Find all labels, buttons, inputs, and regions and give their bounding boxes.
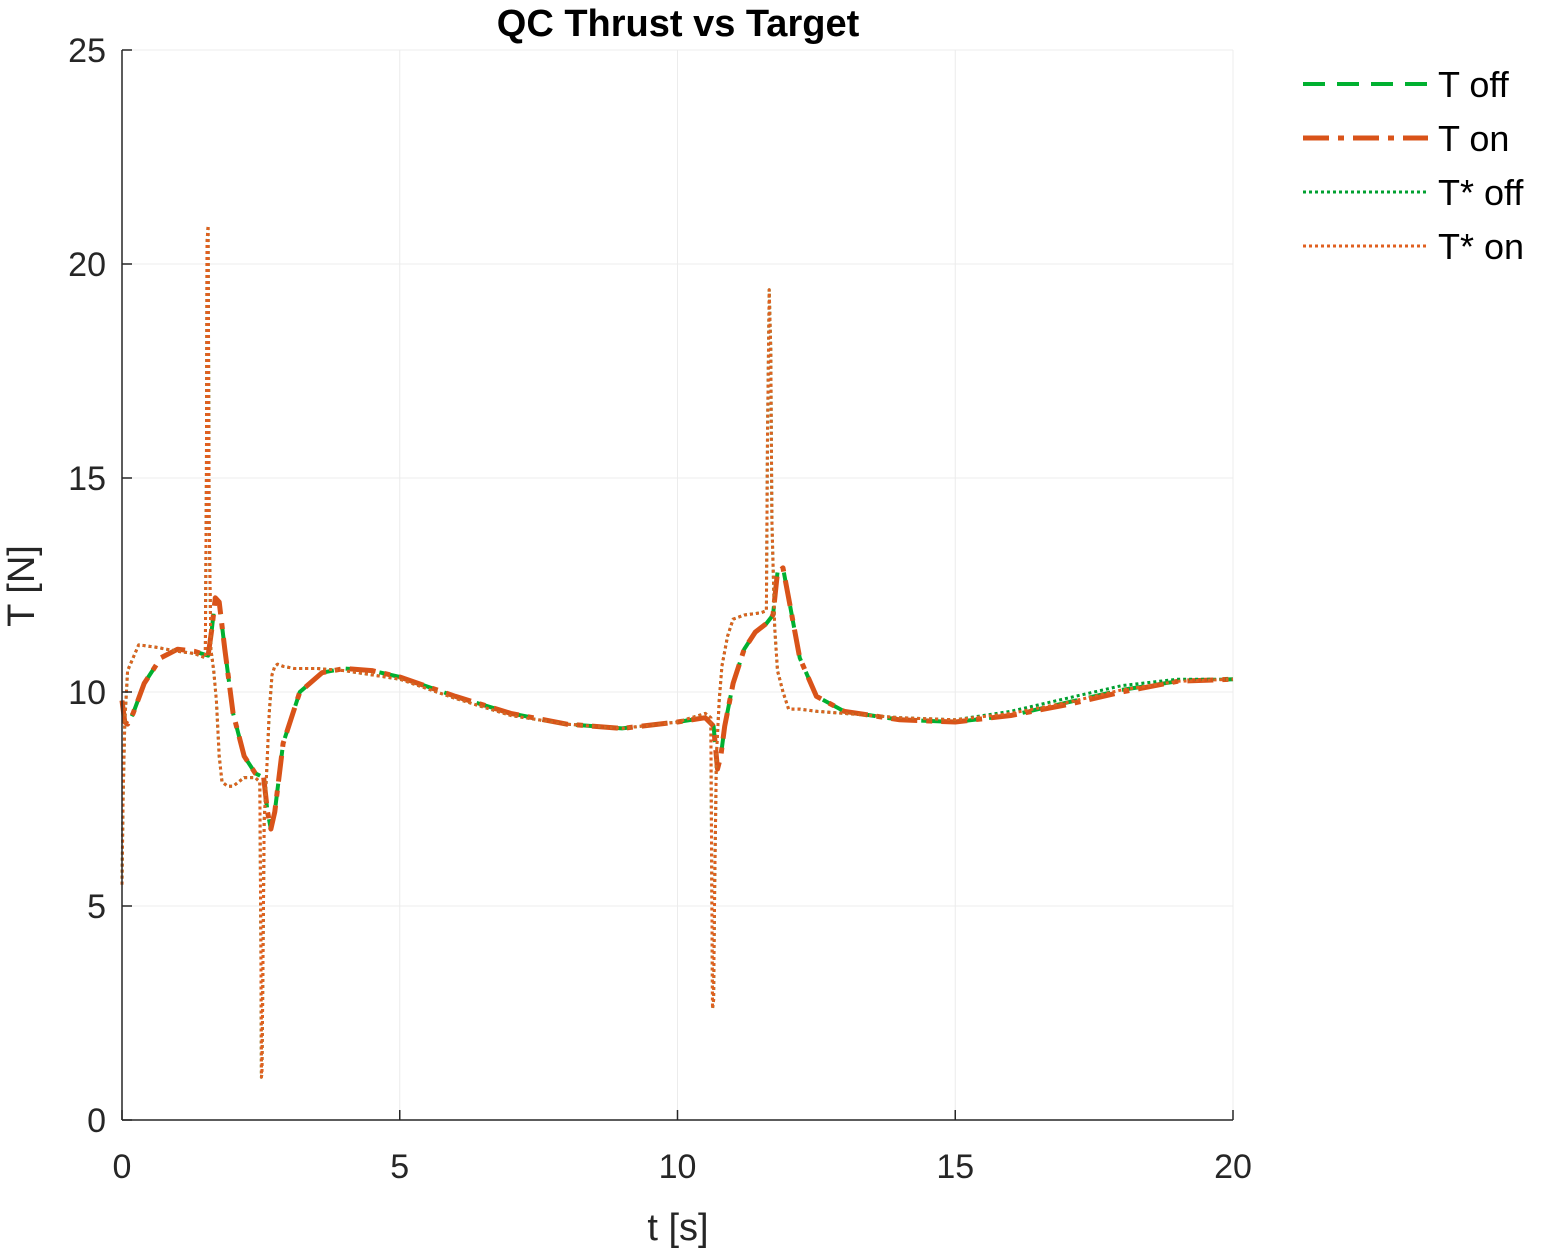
- y-ticks: 0 5 10 15 20 25: [68, 32, 132, 1140]
- legend: T off T on T* off T* on: [1303, 64, 1524, 267]
- legend-label: T on: [1438, 118, 1509, 159]
- x-tick-label: 10: [659, 1148, 697, 1186]
- y-tick-label: 25: [68, 32, 106, 70]
- x-ticks: 0 5 10 15 20: [113, 1110, 1252, 1186]
- grid: [121, 49, 1234, 1121]
- chart-title: QC Thrust vs Target: [497, 3, 860, 45]
- y-tick-label: 15: [68, 460, 106, 498]
- x-tick-label: 5: [390, 1148, 409, 1186]
- x-tick-label: 0: [113, 1148, 132, 1186]
- legend-label: T off: [1438, 64, 1510, 105]
- series-layer: [119, 224, 1234, 1079]
- legend-label: T* off: [1438, 172, 1524, 213]
- y-tick-label: 0: [87, 1102, 106, 1140]
- x-tick-label: 20: [1214, 1148, 1252, 1186]
- x-tick-label: 15: [936, 1148, 974, 1186]
- legend-label: T* on: [1438, 226, 1524, 267]
- y-tick-label: 20: [68, 246, 106, 284]
- y-axis-label: T [N]: [1, 545, 43, 627]
- series-line-1: [119, 565, 1234, 832]
- y-tick-label: 5: [87, 888, 106, 926]
- x-axis-label: t [s]: [647, 1207, 708, 1249]
- y-tick-label: 10: [68, 674, 106, 712]
